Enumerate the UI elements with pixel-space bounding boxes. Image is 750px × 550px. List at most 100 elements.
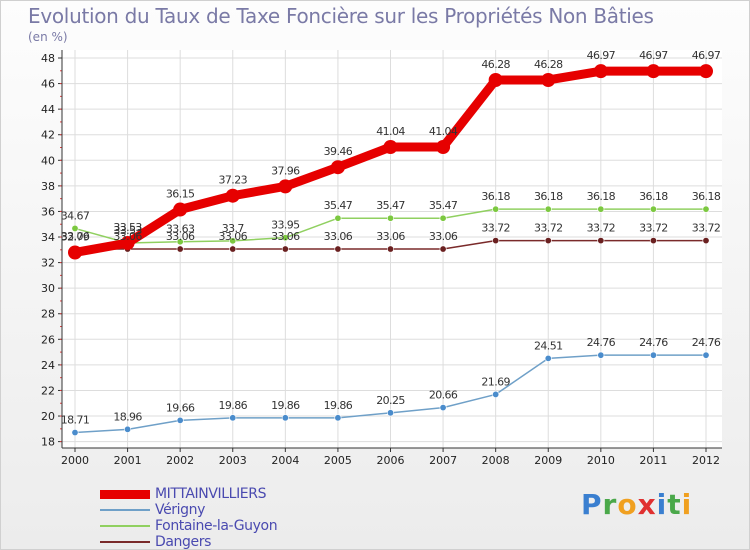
data-label: 33.06 bbox=[429, 230, 458, 243]
data-label: 36.18 bbox=[481, 190, 510, 203]
x-tick-label: 2011 bbox=[639, 454, 667, 467]
data-point bbox=[541, 72, 556, 87]
x-tick-label: 2002 bbox=[166, 454, 194, 467]
legend-item: Vérigny bbox=[100, 502, 277, 518]
y-tick-label: 18 bbox=[41, 436, 55, 449]
data-label: 46.97 bbox=[639, 49, 668, 62]
legend-label: MITTAINVILLIERS bbox=[155, 486, 267, 502]
data-label: 24.76 bbox=[587, 336, 616, 349]
legend-swatch bbox=[100, 541, 150, 543]
data-point bbox=[492, 237, 500, 245]
data-point bbox=[544, 354, 552, 362]
data-label: 33.72 bbox=[534, 222, 563, 235]
x-tick-label: 2003 bbox=[219, 454, 247, 467]
y-tick-label: 42 bbox=[41, 129, 55, 142]
legend-label: Dangers bbox=[155, 534, 211, 550]
data-point bbox=[492, 390, 500, 398]
x-tick-label: 2012 bbox=[692, 454, 720, 467]
data-point bbox=[386, 245, 394, 253]
y-tick-label: 34 bbox=[41, 231, 55, 244]
data-point bbox=[334, 414, 342, 422]
data-label: 37.96 bbox=[271, 164, 300, 177]
data-point bbox=[544, 205, 552, 213]
logo-letter: r bbox=[602, 488, 618, 521]
data-point bbox=[278, 179, 293, 194]
data-point bbox=[702, 351, 710, 359]
data-label: 35.47 bbox=[376, 199, 405, 212]
legend-item: Fontaine-la-Guyon bbox=[100, 518, 278, 534]
data-point bbox=[334, 214, 342, 222]
y-axis-unit: (en %) bbox=[28, 30, 68, 44]
logo-letter: x bbox=[637, 488, 657, 521]
data-point bbox=[597, 351, 605, 359]
data-point bbox=[120, 236, 135, 251]
data-label: 33.06 bbox=[376, 230, 405, 243]
x-tick-label: 2005 bbox=[324, 454, 352, 467]
data-label: 39.46 bbox=[324, 145, 353, 158]
data-point bbox=[68, 245, 82, 260]
data-point bbox=[229, 245, 237, 253]
data-label: 46.97 bbox=[692, 49, 721, 62]
data-point bbox=[702, 237, 710, 245]
data-point bbox=[386, 409, 394, 417]
data-point bbox=[281, 414, 289, 422]
data-label: 46.28 bbox=[534, 58, 563, 71]
legend-swatch bbox=[100, 509, 150, 511]
y-tick-label: 36 bbox=[41, 205, 55, 218]
data-label: 33.06 bbox=[271, 230, 300, 243]
x-tick-label: 2004 bbox=[271, 454, 299, 467]
data-label: 21.69 bbox=[481, 375, 510, 388]
data-point bbox=[436, 139, 451, 154]
y-tick-label: 28 bbox=[41, 308, 55, 321]
data-label: 34.67 bbox=[61, 209, 90, 222]
data-label: 33.06 bbox=[113, 230, 142, 243]
data-label: 41.04 bbox=[429, 125, 458, 138]
logo-letter: P bbox=[581, 488, 603, 521]
data-label: 36.18 bbox=[639, 190, 668, 203]
x-tick-label: 2010 bbox=[587, 454, 615, 467]
data-label: 32.79 bbox=[61, 230, 90, 243]
x-tick-label: 2008 bbox=[482, 454, 510, 467]
y-tick-label: 38 bbox=[41, 180, 55, 193]
data-point bbox=[699, 64, 713, 79]
data-point bbox=[597, 237, 605, 245]
data-point bbox=[649, 351, 657, 359]
legend-item: Dangers bbox=[100, 534, 277, 550]
data-point bbox=[176, 416, 184, 424]
logo-letter: t bbox=[667, 488, 682, 521]
data-point bbox=[229, 237, 237, 245]
legend-label: Fontaine-la-Guyon bbox=[155, 518, 278, 534]
data-label: 35.47 bbox=[324, 199, 353, 212]
data-label: 33.72 bbox=[587, 222, 616, 235]
logo-letter: o bbox=[617, 488, 638, 521]
data-label: 37.23 bbox=[219, 174, 248, 187]
data-label: 20.25 bbox=[376, 394, 405, 407]
data-point bbox=[229, 414, 237, 422]
data-point bbox=[646, 64, 661, 79]
y-tick-label: 48 bbox=[41, 52, 55, 65]
data-label: 35.47 bbox=[429, 199, 458, 212]
data-label: 33.72 bbox=[481, 222, 510, 235]
data-label: 24.76 bbox=[692, 336, 721, 349]
data-label: 18.71 bbox=[61, 414, 90, 427]
data-point bbox=[281, 234, 289, 242]
data-label: 33.06 bbox=[166, 230, 195, 243]
data-point bbox=[71, 429, 79, 437]
data-label: 36.18 bbox=[587, 190, 616, 203]
data-point bbox=[544, 237, 552, 245]
data-point bbox=[383, 139, 398, 154]
data-point bbox=[439, 404, 447, 412]
data-label: 33.06 bbox=[219, 230, 248, 243]
data-point bbox=[386, 214, 394, 222]
data-label: 19.66 bbox=[166, 401, 195, 414]
data-point bbox=[492, 205, 500, 213]
data-label: 33.63 bbox=[166, 223, 195, 236]
data-label: 24.76 bbox=[639, 336, 668, 349]
x-tick-label: 2000 bbox=[61, 454, 89, 467]
data-point bbox=[281, 245, 289, 253]
data-label: 33.06 bbox=[324, 230, 353, 243]
data-label: 46.97 bbox=[587, 49, 616, 62]
x-tick-label: 2006 bbox=[377, 454, 405, 467]
legend-swatch bbox=[100, 489, 150, 499]
x-tick-label: 2007 bbox=[429, 454, 457, 467]
